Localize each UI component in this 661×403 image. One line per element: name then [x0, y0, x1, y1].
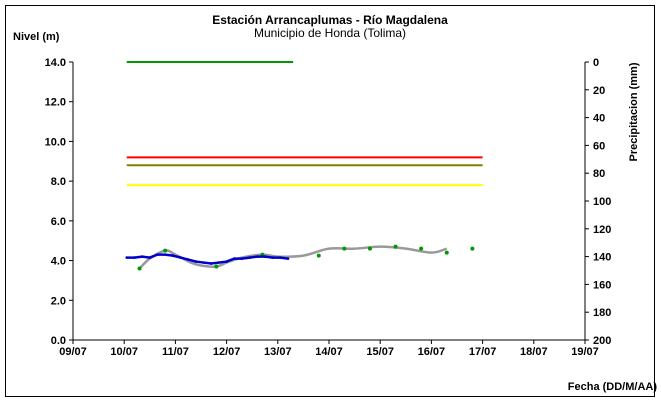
observed-level-point [209, 262, 213, 265]
y-tick-label: 10.0 [45, 136, 66, 148]
chart-title: Estación Arrancaplumas - Río Magdalena [212, 13, 448, 27]
x-tick-label: 09/07 [59, 346, 87, 358]
x-axis-label: Fecha (DD/M/AA) [568, 381, 658, 393]
x-tick-label: 14/07 [315, 346, 343, 358]
observed-level-point [248, 256, 251, 259]
level-point [470, 246, 475, 251]
y2-tick-label: 120 [593, 224, 611, 236]
observed-level-point [186, 258, 190, 261]
y2-tick-label: 20 [593, 85, 605, 97]
level-point [214, 264, 219, 269]
x-tick-label: 18/07 [520, 346, 548, 358]
chart-frame [5, 5, 655, 397]
level-point [342, 246, 347, 251]
observed-level-point [232, 257, 236, 260]
y2-tick-label: 180 [593, 307, 611, 319]
x-tick-label: 11/07 [162, 346, 189, 358]
y2-tick-label: 160 [593, 279, 611, 291]
chart-subtitle: Municipio de Honda (Tolima) [254, 26, 406, 40]
x-tick-label: 13/07 [264, 346, 292, 358]
y2-tick-label: 40 [593, 113, 605, 125]
observed-level-point [194, 260, 198, 263]
x-tick-label: 19/07 [571, 346, 599, 358]
y-tick-label: 2.0 [51, 295, 66, 307]
y2-tick-label: 0 [593, 57, 599, 69]
observed-level-point [179, 256, 182, 259]
observed-level-point [256, 255, 259, 258]
observed-level-point [171, 254, 175, 257]
y-tick-label: 0.0 [51, 335, 66, 347]
y-tick-label: 14.0 [45, 57, 66, 69]
x-tick-label: 12/07 [213, 346, 241, 358]
observed-level-point [240, 257, 244, 260]
level-point [316, 253, 321, 258]
x-tick-label: 17/07 [469, 346, 497, 358]
level-point [444, 250, 449, 255]
x-tick-label: 15/07 [366, 346, 394, 358]
level-point [163, 248, 168, 253]
y2-tick-label: 140 [593, 252, 611, 264]
observed-level-point [271, 256, 274, 259]
observed-level-point [163, 253, 167, 256]
observed-level-point [125, 256, 129, 259]
smoothed-level-line [138, 245, 448, 270]
y-axis-label: Nivel (m) [13, 31, 60, 43]
level-point [393, 244, 398, 249]
observed-level-point [148, 256, 152, 259]
observed-level-point [202, 261, 205, 264]
y2-tick-label: 60 [593, 140, 605, 152]
observed-level-point [225, 260, 228, 263]
level-point [137, 266, 142, 271]
x-tick-label: 10/07 [110, 346, 138, 358]
y-tick-label: 4.0 [51, 256, 66, 268]
observed-level-line [126, 253, 289, 265]
level-point [367, 246, 372, 251]
y-tick-label: 8.0 [51, 176, 66, 188]
y-tick-label: 6.0 [51, 216, 66, 228]
observed-level-point [286, 257, 290, 260]
observed-level-point [156, 253, 159, 256]
y2-tick-label: 80 [593, 168, 605, 180]
y-tick-label: 12.0 [45, 97, 66, 109]
y2-axis-label: Precipitacion (mm) [628, 62, 640, 161]
observed-level-point [263, 255, 267, 258]
y2-tick-label: 200 [593, 335, 611, 347]
observed-level-point [217, 261, 221, 264]
level-point [419, 246, 424, 251]
observed-level-point [133, 256, 136, 259]
observed-level-point [279, 256, 282, 259]
observed-level-point [140, 255, 144, 258]
y2-tick-label: 100 [593, 196, 611, 208]
x-tick-label: 16/07 [418, 346, 446, 358]
